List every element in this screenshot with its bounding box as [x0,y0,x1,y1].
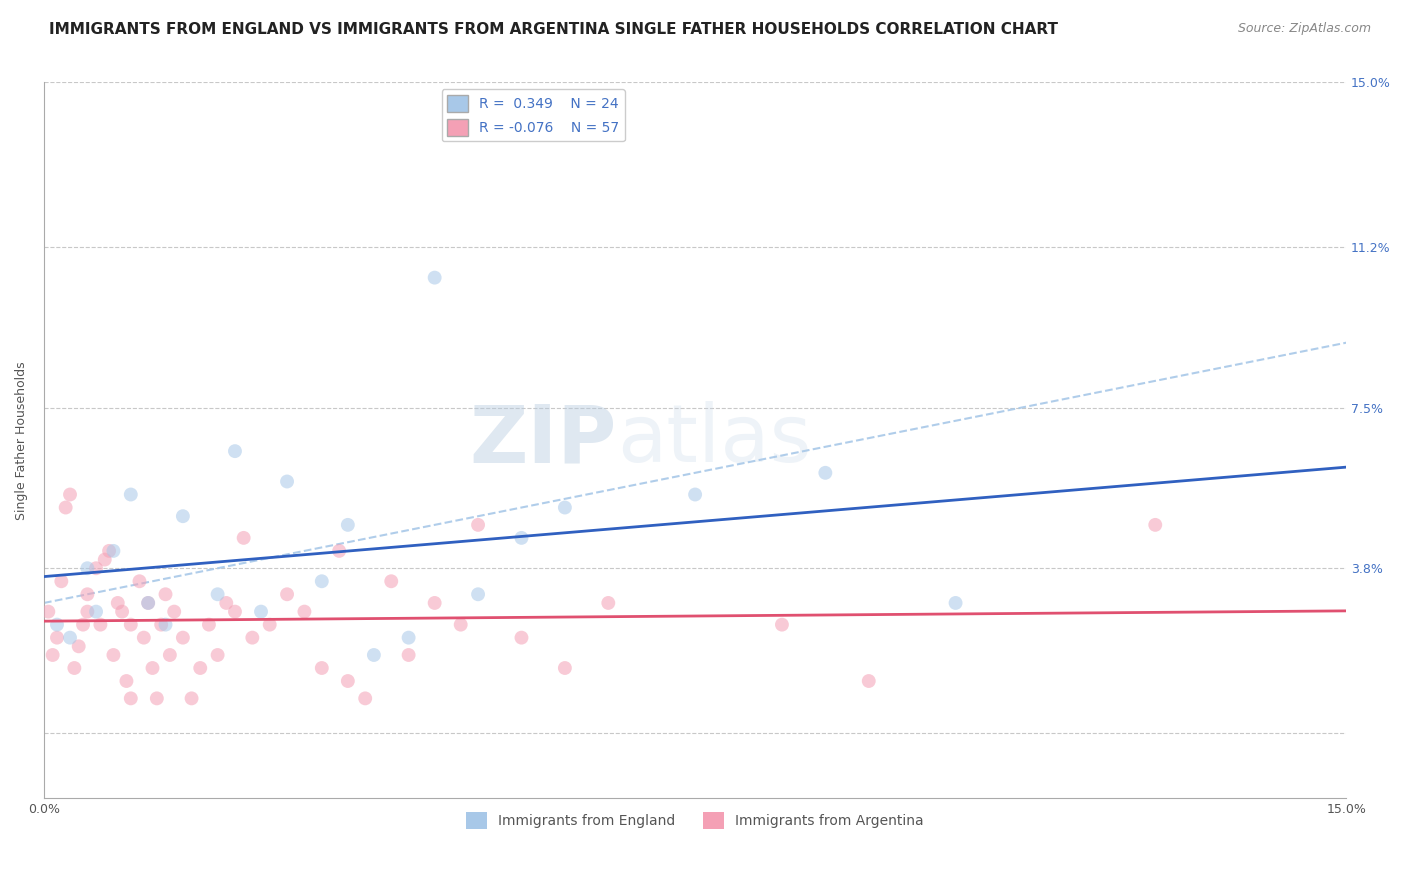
Point [84,561,107,575]
Point [363,648,385,662]
Point [683,487,706,501]
Point [37,605,59,619]
Point [198,617,221,632]
Point [89,617,111,632]
Point [259,617,281,632]
Point [180,691,202,706]
Text: ZIP: ZIP [470,401,617,479]
Point [46,617,69,632]
Point [311,661,333,675]
Point [311,574,333,589]
Point [207,648,229,662]
Point [276,475,298,489]
Point [51,574,73,589]
Point [46,631,69,645]
Point [554,661,576,675]
Point [398,648,420,662]
Legend: Immigrants from England, Immigrants from Argentina: Immigrants from England, Immigrants from… [461,806,929,834]
Point [250,605,273,619]
Point [128,574,150,589]
Point [510,631,533,645]
Point [336,673,359,688]
Point [120,617,142,632]
Point [141,661,163,675]
Point [150,617,173,632]
Point [328,544,350,558]
Point [59,487,82,501]
Point [76,561,98,575]
Point [111,605,134,619]
Point [215,596,238,610]
Point [398,631,420,645]
Point [380,574,402,589]
Text: IMMIGRANTS FROM ENGLAND VS IMMIGRANTS FROM ARGENTINA SINGLE FATHER HOUSEHOLDS CO: IMMIGRANTS FROM ENGLAND VS IMMIGRANTS FR… [49,22,1059,37]
Point [107,596,129,610]
Point [155,617,177,632]
Point [423,596,446,610]
Point [136,596,159,610]
Point [67,640,90,654]
Point [188,661,211,675]
Point [41,648,63,662]
Point [172,631,194,645]
Point [598,596,620,610]
Text: Source: ZipAtlas.com: Source: ZipAtlas.com [1237,22,1371,36]
Point [207,587,229,601]
Point [120,691,142,706]
Point [146,691,169,706]
Point [136,596,159,610]
Point [84,605,107,619]
Point [155,587,177,601]
Point [63,661,86,675]
Y-axis label: Single Father Households: Single Father Households [15,361,28,520]
Point [467,587,489,601]
Point [172,509,194,524]
Point [76,587,98,601]
Point [467,517,489,532]
Point [232,531,254,545]
Point [354,691,377,706]
Point [132,631,155,645]
Point [1144,517,1167,532]
Point [510,531,533,545]
Point [103,648,125,662]
Point [72,617,94,632]
Point [945,596,967,610]
Text: atlas: atlas [617,401,811,479]
Point [59,631,82,645]
Point [55,500,77,515]
Point [423,270,446,285]
Point [554,500,576,515]
Point [240,631,263,645]
Point [103,544,125,558]
Point [450,617,472,632]
Point [98,544,121,558]
Point [120,487,142,501]
Point [224,605,246,619]
Point [115,673,138,688]
Point [770,617,793,632]
Point [276,587,298,601]
Point [93,552,115,566]
Point [294,605,316,619]
Point [814,466,837,480]
Point [76,605,98,619]
Point [163,605,186,619]
Point [336,517,359,532]
Point [224,444,246,458]
Point [159,648,181,662]
Point [858,673,880,688]
